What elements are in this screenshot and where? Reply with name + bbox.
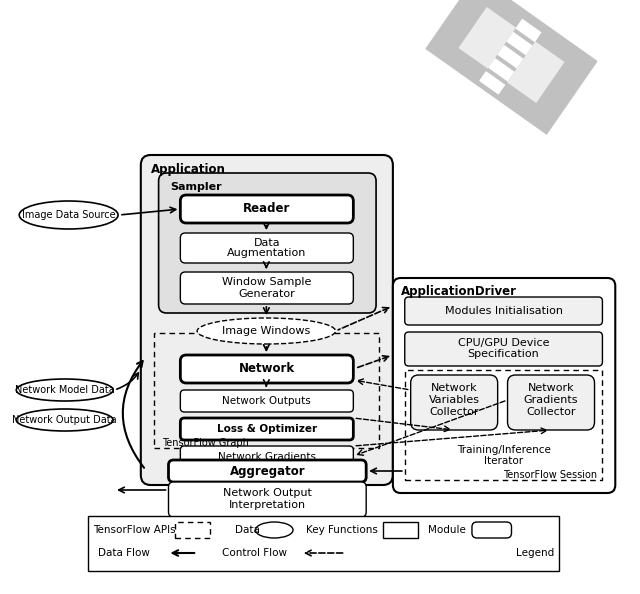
FancyBboxPatch shape bbox=[404, 332, 602, 366]
Text: Image Data Source: Image Data Source bbox=[22, 210, 115, 220]
Text: Network Output: Network Output bbox=[223, 488, 312, 498]
Text: Network: Network bbox=[528, 383, 574, 393]
Text: Network: Network bbox=[431, 383, 477, 393]
Ellipse shape bbox=[197, 318, 335, 344]
Text: Network: Network bbox=[239, 362, 295, 375]
FancyBboxPatch shape bbox=[180, 195, 353, 223]
Bar bbox=[488, 58, 515, 81]
Bar bbox=[88, 516, 559, 571]
Text: Reader: Reader bbox=[243, 203, 291, 216]
Text: Window Sample: Window Sample bbox=[222, 277, 312, 287]
Text: Application: Application bbox=[150, 163, 225, 175]
FancyBboxPatch shape bbox=[180, 233, 353, 263]
Text: TensorFlow Session: TensorFlow Session bbox=[504, 470, 598, 480]
Text: Collector: Collector bbox=[429, 407, 479, 417]
FancyBboxPatch shape bbox=[180, 272, 353, 304]
Text: ApplicationDriver: ApplicationDriver bbox=[401, 286, 516, 299]
Bar bbox=[404, 370, 602, 480]
FancyBboxPatch shape bbox=[180, 446, 353, 468]
Bar bbox=[383, 522, 417, 538]
Text: Key Functions: Key Functions bbox=[306, 525, 378, 535]
Text: Network Outputs: Network Outputs bbox=[223, 396, 311, 406]
Text: Generator: Generator bbox=[239, 289, 295, 299]
Text: Variables: Variables bbox=[429, 395, 479, 405]
Bar bbox=[507, 42, 564, 103]
Text: Sampler: Sampler bbox=[170, 182, 222, 192]
Text: Augmentation: Augmentation bbox=[227, 248, 307, 258]
Text: Iterator: Iterator bbox=[484, 456, 523, 466]
FancyBboxPatch shape bbox=[168, 460, 366, 482]
Text: Data: Data bbox=[235, 525, 260, 535]
Text: Legend: Legend bbox=[516, 548, 554, 558]
Text: Network Gradients: Network Gradients bbox=[218, 452, 316, 462]
Text: Aggregator: Aggregator bbox=[230, 465, 305, 478]
Text: TensorFlow APIs: TensorFlow APIs bbox=[93, 525, 176, 535]
Ellipse shape bbox=[16, 379, 113, 401]
FancyBboxPatch shape bbox=[180, 418, 353, 440]
Bar bbox=[425, 0, 598, 135]
Text: Gradients: Gradients bbox=[524, 395, 579, 405]
Text: Control Flow: Control Flow bbox=[222, 548, 287, 558]
Ellipse shape bbox=[255, 522, 293, 538]
Text: Network Model Data: Network Model Data bbox=[15, 385, 115, 395]
Bar bbox=[154, 333, 379, 448]
Text: Modules Initialisation: Modules Initialisation bbox=[445, 306, 563, 316]
Text: Training/Inference: Training/Inference bbox=[457, 445, 550, 455]
FancyBboxPatch shape bbox=[180, 390, 353, 412]
FancyBboxPatch shape bbox=[393, 278, 615, 493]
Bar bbox=[175, 522, 210, 538]
Text: Loss & Optimizer: Loss & Optimizer bbox=[217, 424, 317, 434]
Text: Collector: Collector bbox=[526, 407, 576, 417]
Ellipse shape bbox=[16, 409, 113, 431]
Bar bbox=[515, 18, 541, 42]
FancyBboxPatch shape bbox=[159, 173, 376, 313]
Bar bbox=[506, 31, 532, 55]
Text: Image Windows: Image Windows bbox=[222, 326, 310, 336]
Ellipse shape bbox=[19, 201, 118, 229]
FancyBboxPatch shape bbox=[141, 155, 393, 485]
FancyBboxPatch shape bbox=[404, 297, 602, 325]
FancyBboxPatch shape bbox=[180, 355, 353, 383]
Text: Data Flow: Data Flow bbox=[99, 548, 150, 558]
Text: Network Output Data: Network Output Data bbox=[12, 415, 117, 425]
Bar bbox=[497, 45, 524, 68]
Text: TensorFlow Graph: TensorFlow Graph bbox=[161, 438, 248, 448]
FancyBboxPatch shape bbox=[411, 375, 498, 430]
FancyBboxPatch shape bbox=[508, 375, 595, 430]
FancyBboxPatch shape bbox=[168, 482, 366, 517]
Text: Specification: Specification bbox=[468, 349, 540, 359]
Text: Module: Module bbox=[428, 525, 467, 535]
Text: Interpretation: Interpretation bbox=[228, 500, 306, 510]
Bar bbox=[458, 7, 516, 68]
Text: Data: Data bbox=[253, 238, 280, 248]
Bar bbox=[479, 71, 506, 94]
Text: CPU/GPU Device: CPU/GPU Device bbox=[458, 338, 549, 348]
